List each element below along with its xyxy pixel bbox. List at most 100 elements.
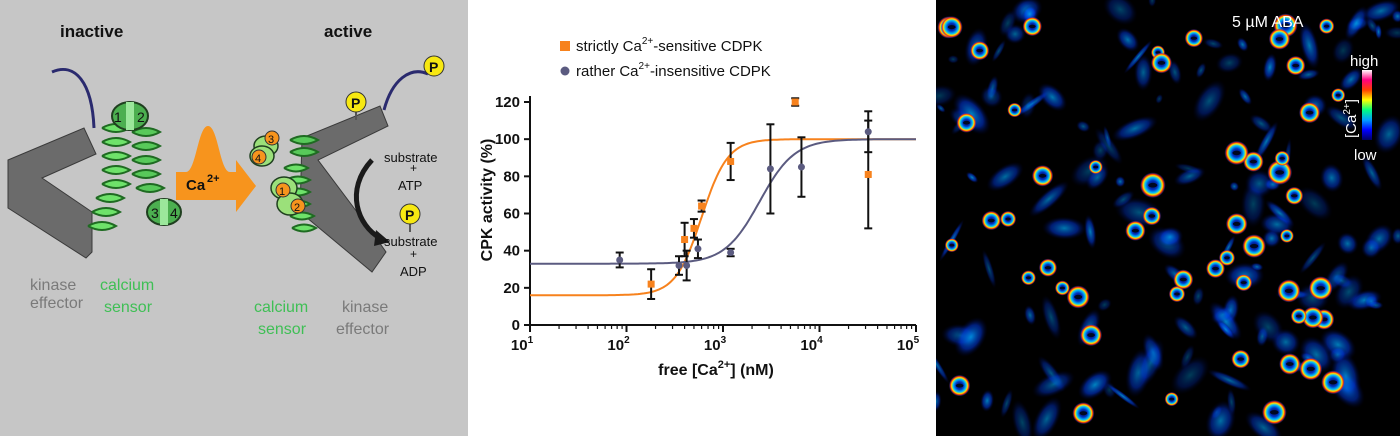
stomatal-pore (947, 25, 956, 30)
background-cell (1091, 139, 1109, 161)
treatment-label: 5 µM ABA (1232, 14, 1304, 31)
stomatal-pore (1309, 315, 1317, 320)
stomatal-pore (1044, 266, 1052, 270)
background-cell (947, 54, 959, 64)
n-terminal-linker-inactive (51, 68, 96, 129)
phosphate-substrate-icon: P (399, 203, 421, 232)
reaction-arrow (353, 158, 382, 241)
background-cell (965, 171, 979, 184)
legend-marker-sensitive (560, 41, 570, 51)
stomatal-pore (1038, 173, 1047, 178)
background-cell (1102, 0, 1138, 26)
stomatal-pore (1025, 276, 1032, 280)
stomatal-pore (1328, 380, 1338, 385)
background-cell (1105, 382, 1140, 410)
calcium-superscript: 2+ (207, 173, 220, 185)
activity-chart-panel: strictly Ca2+-sensitive CDPK rather Ca2+… (468, 0, 936, 436)
data-point-sensitive (698, 202, 706, 210)
background-cell (1037, 82, 1068, 112)
background-cell (986, 161, 1024, 192)
data-point-sensitive (727, 157, 735, 165)
background-cell (1216, 319, 1236, 340)
kinase-effector-active (299, 105, 389, 273)
plus-top: + (410, 161, 417, 175)
calcium-imaging-panel: 5 µM ABA high [Ca2+] low (936, 0, 1400, 436)
background-cell (1097, 298, 1112, 312)
x-tick-label: 105 (897, 335, 920, 354)
background-cell (1041, 294, 1062, 340)
y-tick-label: 120 (495, 94, 520, 111)
background-cell (1023, 304, 1037, 326)
colorbar-title: [Ca2+] (1342, 99, 1360, 138)
stomatal-pore (1275, 170, 1285, 175)
stomatal-pore (1212, 266, 1219, 271)
stomatal-pore (1292, 63, 1300, 68)
stomatal-pore (1250, 244, 1259, 249)
background-cell (1328, 345, 1348, 364)
background-cell (1028, 180, 1070, 218)
stomatal-pore (1148, 182, 1158, 188)
plus-bottom: + (410, 247, 417, 261)
background-cell (1384, 25, 1400, 40)
stomatal-pore (1291, 194, 1298, 198)
stomatal-pore (1093, 165, 1099, 169)
stomatal-pore (1335, 93, 1341, 97)
background-cell (1391, 9, 1400, 23)
background-cell (1041, 216, 1087, 240)
svg-text:4: 4 (170, 205, 178, 221)
data-point-insensitive (683, 262, 691, 270)
background-cell (1031, 396, 1062, 436)
stomatal-pore (1270, 410, 1279, 415)
stomatal-pore (1249, 159, 1257, 164)
stomatal-pore (1012, 108, 1018, 112)
colorbar-high-label: high (1350, 53, 1378, 70)
data-point-insensitive (727, 249, 735, 257)
background-cell (1333, 274, 1364, 310)
background-cell (1031, 370, 1076, 399)
x-tick-label: 104 (800, 335, 823, 354)
stomatal-pore (1281, 23, 1290, 28)
stomatal-pore (1148, 214, 1156, 218)
background-cell (1203, 38, 1224, 50)
y-tick-label: 100 (495, 131, 520, 148)
background-cell (1156, 226, 1184, 248)
background-cell (1252, 310, 1285, 345)
background-cell (1373, 114, 1400, 154)
legend-marker-insensitive (560, 66, 570, 76)
calcium-imaging-image: 5 µM ABA high [Ca2+] low (936, 0, 1400, 436)
svg-text:2: 2 (137, 109, 145, 125)
colorbar (1362, 70, 1372, 140)
guard-cells (937, 13, 1346, 425)
background-cell (1391, 227, 1400, 245)
substrate-label-bottom: substrate (384, 234, 437, 249)
adp-label: ADP (400, 264, 427, 279)
svg-text:3: 3 (151, 205, 159, 221)
y-tick-label: 80 (503, 168, 520, 185)
stomatal-pore (1131, 228, 1139, 233)
phosphate-kinase-icon: P (345, 91, 367, 113)
reaction-arrow-head (374, 230, 390, 246)
activation-diagram-panel: inactive active 1 2 3 4 Ca 2+ (0, 0, 468, 436)
phosphate-linker-icon: P (423, 55, 445, 77)
stomatal-pore (1079, 411, 1088, 416)
background-cell (1173, 315, 1198, 340)
background-cell (1192, 79, 1227, 123)
background-cell (1215, 52, 1244, 74)
svg-text:1: 1 (279, 186, 285, 198)
svg-text:2: 2 (294, 202, 300, 214)
background-cell (1077, 369, 1113, 401)
fit-curves (530, 138, 916, 297)
calcium-sensor-label-right-2: sensor (258, 321, 307, 338)
background-cell (1365, 17, 1379, 35)
stomatal-pore (1284, 234, 1290, 238)
data-point-insensitive (675, 262, 683, 270)
background-cell (998, 9, 1017, 37)
background-cell (991, 39, 1006, 63)
svg-text:4: 4 (255, 153, 261, 165)
n-terminal-linker-active (382, 70, 429, 111)
svg-text:P: P (351, 95, 360, 111)
background-cell (1339, 67, 1363, 92)
background-cell (1076, 120, 1091, 133)
chart-axes: 0 20 40 60 80 100 120 101 102 103 104 105 (495, 94, 920, 354)
activity-chart: strictly Ca2+-sensitive CDPK rather Ca2+… (479, 36, 920, 379)
